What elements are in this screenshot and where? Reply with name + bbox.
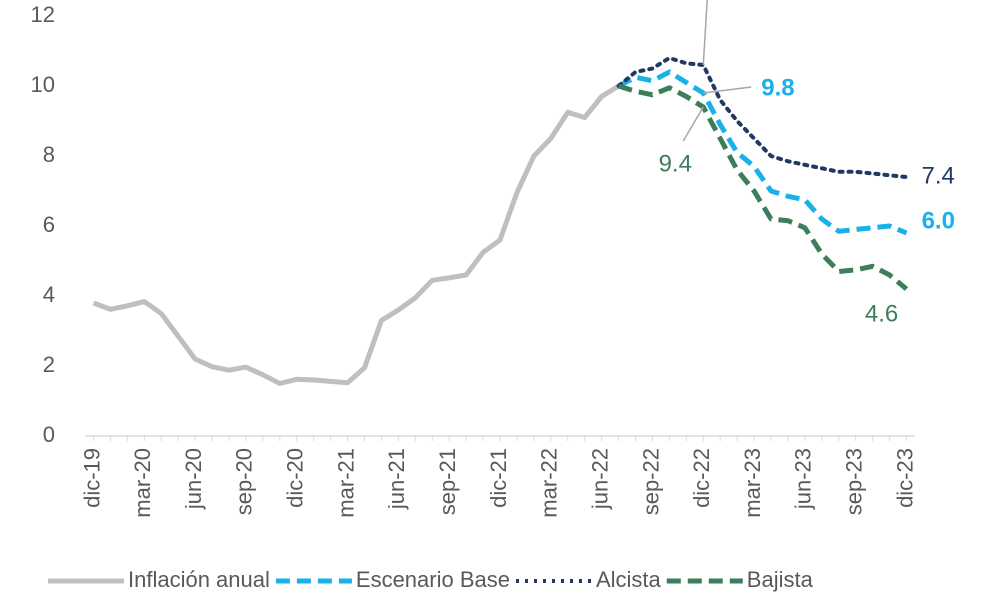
data-label: 7.4 (922, 162, 955, 189)
y-tick-label: 2 (43, 352, 55, 377)
x-tick-label: mar-22 (537, 448, 562, 518)
leader-line (703, 86, 752, 94)
x-tick-label: sep-22 (638, 448, 663, 515)
x-tick-label: sep-23 (842, 448, 867, 515)
legend-label: Inflación anual (128, 567, 270, 592)
x-tick-label: sep-20 (232, 448, 257, 515)
y-tick-label: 12 (31, 2, 55, 27)
x-tick-label: dic-23 (892, 448, 917, 508)
x-tick-label: mar-20 (130, 448, 155, 518)
legend-label: Alcista (596, 567, 662, 592)
data-label: 9.4 (659, 150, 692, 177)
data-label: 9.8 (761, 74, 794, 101)
y-tick-label: 8 (43, 142, 55, 167)
data-label: 6.0 (922, 207, 955, 234)
x-tick-label: jun-20 (181, 448, 206, 510)
x-tick-label: jun-21 (384, 448, 409, 510)
x-tick-label: dic-21 (486, 448, 511, 508)
x-tick-label: mar-23 (740, 448, 765, 518)
leader-line (702, 0, 708, 66)
y-tick-label: 0 (43, 422, 55, 447)
x-tick-label: dic-19 (79, 448, 104, 508)
data-label: 4.6 (865, 300, 898, 327)
series-line (617, 69, 908, 236)
series-line (616, 56, 909, 179)
y-tick-label: 10 (31, 72, 55, 97)
x-tick-label: dic-22 (689, 448, 714, 508)
x-tick-label: mar-21 (333, 448, 358, 518)
x-tick-label: sep-21 (435, 448, 460, 515)
y-tick-label: 6 (43, 212, 55, 237)
leader-line (682, 106, 704, 142)
x-tick-label: jun-22 (587, 448, 612, 510)
series-line (92, 83, 620, 386)
y-tick-label: 4 (43, 282, 55, 307)
legend-label: Escenario Base (356, 567, 510, 592)
x-tick-label: jun-23 (791, 448, 816, 510)
x-tick-label: dic-20 (283, 448, 308, 508)
series-line (617, 83, 909, 291)
legend-label: Bajista (747, 567, 814, 592)
